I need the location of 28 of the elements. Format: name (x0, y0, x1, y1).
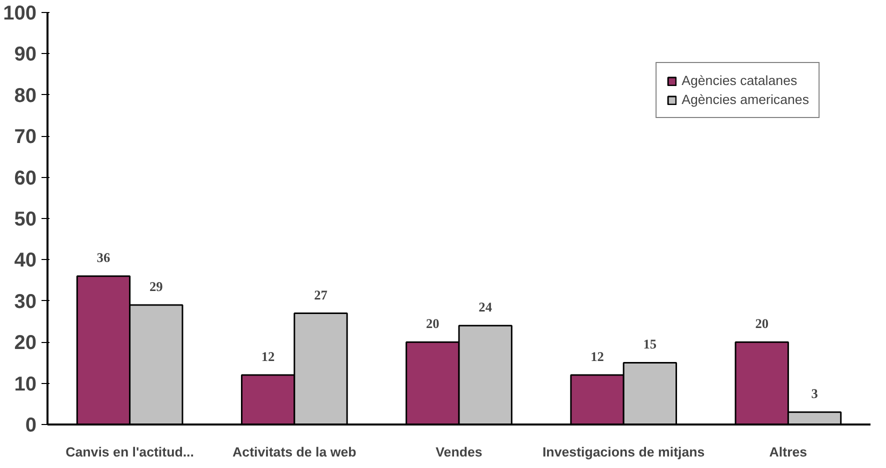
data-label: 15 (643, 336, 657, 352)
data-label: 27 (314, 287, 328, 302)
y-tick-label: 100 (3, 2, 37, 24)
data-label: 20 (755, 316, 769, 332)
y-tick-label: 0 (25, 414, 36, 436)
y-tick-label: 80 (14, 84, 37, 107)
data-label: 24 (478, 300, 492, 315)
y-tick-label: 40 (14, 250, 37, 272)
y-tick-label: 90 (14, 44, 37, 66)
data-label: 12 (590, 349, 604, 364)
data-label: 3 (811, 386, 818, 402)
x-tick-label: Investigacions de mitjans (542, 444, 705, 460)
legend-label: Agències americanes (682, 92, 809, 107)
x-tick-label: Vendes (436, 444, 482, 460)
legend-label: Agències catalanes (682, 73, 798, 88)
y-tick-label: 10 (14, 373, 37, 396)
data-label: 29 (149, 279, 164, 294)
x-tick-label: Altres (769, 444, 808, 460)
data-label: 20 (426, 316, 440, 332)
y-tick-label: 30 (14, 290, 37, 313)
x-tick-label: Canvis en l'actitud... (66, 444, 194, 460)
x-tick-label: Activitats de la web (232, 444, 356, 460)
y-tick-label: 50 (14, 208, 37, 230)
y-tick-label: 20 (14, 332, 37, 354)
data-label: 12 (261, 349, 276, 364)
y-tick-label: 70 (14, 126, 37, 148)
y-tick-label: 60 (14, 167, 37, 190)
data-label: 36 (96, 250, 110, 266)
